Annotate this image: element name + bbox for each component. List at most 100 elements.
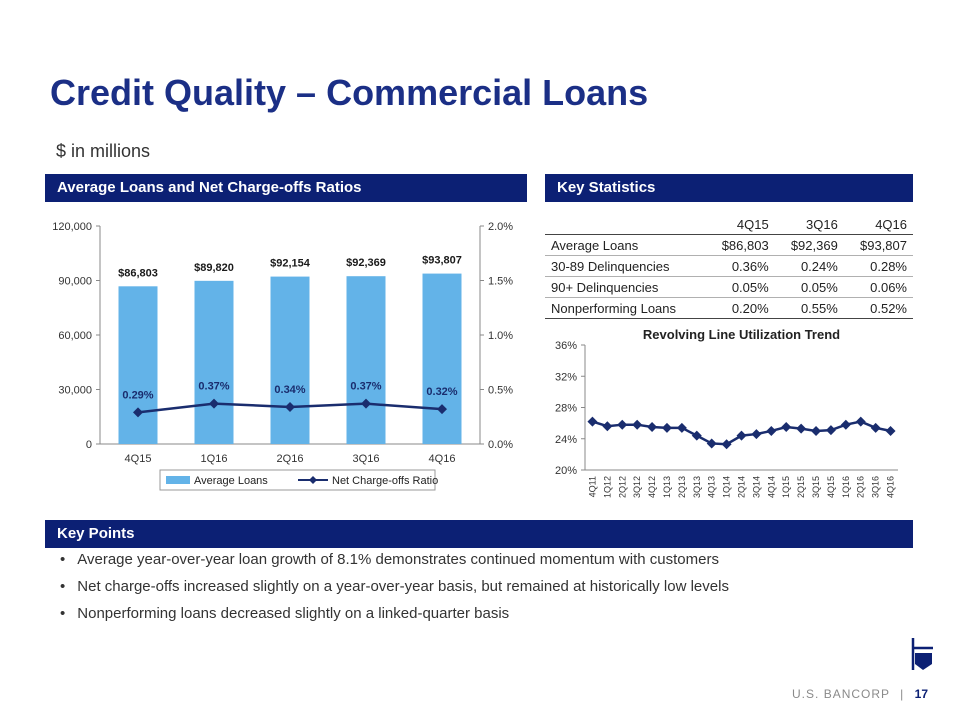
x-tick-label: 4Q15	[826, 476, 836, 498]
y2-tick-label: 0.0%	[488, 439, 513, 451]
utilization-point	[751, 429, 762, 440]
x-tick-label: 2Q12	[617, 476, 627, 498]
utilization-point	[796, 423, 807, 434]
x-tick-label: 2Q16	[856, 476, 866, 498]
x-tick-label: 1Q12	[602, 476, 612, 498]
stats-header-cell: 4Q16	[875, 216, 907, 232]
stats-row: 90+ Delinquencies 0.05% 0.05% 0.06%	[545, 277, 913, 298]
section-header-key-statistics: Key Statistics	[545, 174, 913, 202]
y-tick-label: 90,000	[58, 276, 92, 288]
utilization-point	[706, 438, 717, 449]
chart-legend: Average Loans Net Charge-offs Ratio	[159, 469, 438, 491]
x-tick-label: 1Q14	[722, 476, 732, 498]
utilization-point	[766, 425, 777, 436]
key-point-item: Average year-over-year loan growth of 8.…	[60, 549, 729, 576]
x-tick-label: 2Q13	[677, 476, 687, 498]
bar-value-label: $93,807	[422, 255, 462, 267]
utilization-point	[885, 425, 896, 436]
page-number: 17	[914, 687, 928, 701]
utilization-point	[855, 416, 866, 427]
y-tick-label: 20%	[555, 465, 577, 477]
stats-cell: 0.52%	[870, 300, 907, 316]
footer-separator: |	[900, 687, 905, 701]
y-tick-label: 36%	[555, 340, 577, 352]
y-tick-label: 24%	[555, 434, 577, 446]
stats-cell: 0.20%	[731, 300, 769, 316]
stats-cell: 0.55%	[800, 300, 838, 316]
y-tick-label: 120,000	[52, 221, 92, 233]
utilization-point	[617, 419, 628, 430]
footer-company: U.S. BANCORP	[792, 687, 890, 701]
y2-tick-label: 2.0%	[488, 221, 513, 233]
y2-tick-label: 1.5%	[488, 276, 513, 288]
stats-row: 30-89 Delinquencies 0.36% 0.24% 0.28%	[545, 256, 913, 277]
key-points-list: Average year-over-year loan growth of 8.…	[60, 549, 729, 630]
key-point-item: Net charge-offs increased slightly on a …	[60, 576, 729, 603]
section-header-key-points: Key Points	[45, 520, 913, 548]
average-loans-bar	[118, 286, 158, 444]
x-tick-label: 4Q15	[125, 453, 152, 465]
average-loans-chart: 0 30,000 60,000 90,000 120,000 0.0% 0.5% 1.0% 1.…	[52, 221, 513, 491]
x-tick-label: 4Q16	[886, 476, 896, 498]
key-statistics-table: 4Q15 3Q16 4Q16 Average Loans $86,803 $92…	[545, 214, 913, 319]
x-tick-label: 1Q16	[201, 453, 228, 465]
stats-cell: $93,807	[860, 237, 907, 253]
revolving-utilization-chart: Revolving Line Utilization Trend 20% 24% 28…	[555, 327, 898, 498]
average-loans-bar	[422, 273, 462, 444]
y-tick-label: 30,000	[58, 385, 92, 397]
section-header-loans: Average Loans and Net Charge-offs Ratios	[45, 174, 527, 202]
net-charge-offs-point	[209, 398, 219, 409]
legend-label: Net Charge-offs Ratio	[332, 475, 438, 487]
stats-header-cell	[545, 214, 706, 235]
net-charge-offs-point	[361, 398, 371, 409]
legend-swatch-bar	[166, 476, 190, 484]
stats-header-cell: 4Q15	[736, 216, 769, 232]
x-tick-label: 1Q13	[662, 476, 672, 498]
y2-tick-label: 0.5%	[488, 385, 513, 397]
utilization-point	[587, 416, 598, 427]
units-note: $ in millions	[56, 141, 151, 161]
stats-cell: $92,369	[790, 237, 838, 253]
line-value-label: 0.37%	[350, 381, 381, 393]
stats-row: Nonperforming Loans 0.20% 0.55% 0.52%	[545, 298, 913, 319]
stats-cell: Average Loans	[551, 237, 639, 253]
legend-swatch-marker	[309, 476, 317, 484]
net-charge-offs-point	[133, 407, 143, 418]
stats-cell: 0.28%	[870, 258, 907, 274]
stats-cell: 30-89 Delinquencies	[551, 258, 670, 274]
line-value-label: 0.34%	[274, 384, 305, 396]
x-tick-label: 1Q16	[841, 476, 851, 498]
utilization-point	[781, 422, 792, 433]
utilization-point	[840, 419, 851, 430]
chart-title: Revolving Line Utilization Trend	[643, 327, 840, 342]
stats-cell: 0.05%	[731, 279, 769, 295]
utilization-point	[721, 439, 732, 450]
utilization-point	[691, 430, 702, 441]
x-tick-label: 4Q13	[707, 476, 717, 498]
x-tick-label: 4Q14	[766, 476, 776, 498]
stats-cell: 0.05%	[800, 279, 838, 295]
x-tick-label: 2Q15	[796, 476, 806, 498]
x-tick-label: 3Q14	[751, 476, 761, 498]
x-tick-label: 1Q15	[781, 476, 791, 498]
stats-header-cell: 3Q16	[806, 216, 838, 232]
line-value-label: 0.29%	[122, 389, 153, 401]
x-tick-label: 4Q12	[647, 476, 657, 498]
x-tick-label: 3Q16	[353, 453, 380, 465]
average-loans-bar	[270, 276, 310, 444]
y-tick-label: 0	[86, 439, 92, 451]
bar-value-label: $86,803	[118, 267, 158, 279]
average-loans-bar	[346, 276, 386, 444]
stats-cell: 0.36%	[731, 258, 769, 274]
average-loans-bar	[194, 280, 234, 444]
bar-value-label: $89,820	[194, 262, 234, 274]
x-tick-label: 3Q15	[811, 476, 821, 498]
utilization-point	[825, 425, 836, 436]
net-charge-offs-point	[437, 404, 447, 415]
utilization-point	[870, 422, 881, 433]
x-tick-label: 3Q12	[632, 476, 642, 498]
x-tick-label: 3Q13	[692, 476, 702, 498]
stats-header-row: 4Q15 3Q16 4Q16	[545, 214, 913, 235]
y2-tick-label: 1.0%	[488, 330, 513, 342]
utilization-point	[632, 419, 643, 430]
